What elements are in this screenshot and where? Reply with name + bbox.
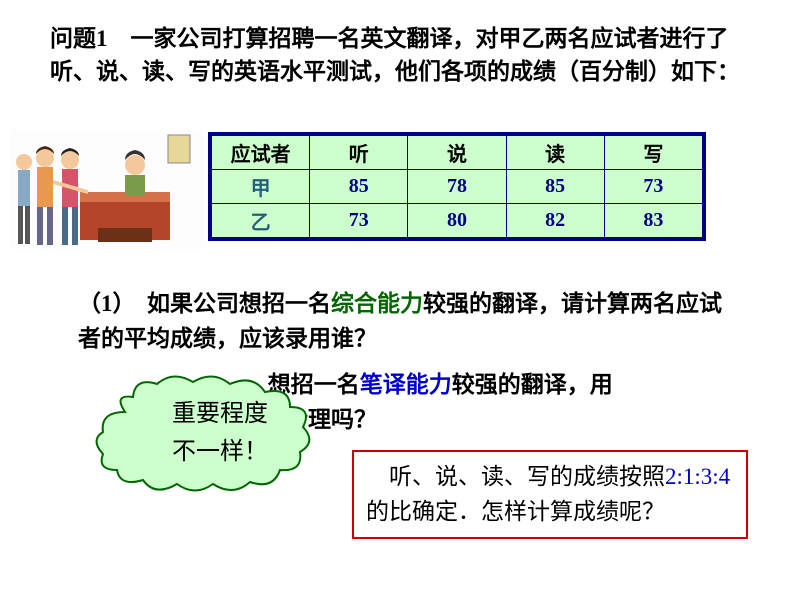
col-read: 读	[506, 136, 604, 170]
table-row: 乙 73 80 82 83	[212, 204, 703, 238]
table-row: 甲 85 78 85 73	[212, 170, 703, 204]
cloud-line2: 不一样！	[172, 439, 268, 465]
question-title: 问题1 一家公司打算招聘一名英文翻译，对甲乙两名应试者进行了听、说、读、写的英语…	[50, 22, 750, 89]
q1-highlight: 综合能力	[331, 291, 423, 316]
q2-suffix: 较强的翻译，用	[452, 372, 613, 397]
interview-illustration	[10, 130, 205, 250]
score-cell: 82	[506, 204, 604, 238]
score-table: 应试者 听 说 读 写 甲 85 78 85 73 乙 73 80 82 83	[208, 132, 706, 241]
sub-question-1: （1） 如果公司想招一名综合能力较强的翻译，请计算两名应试者的平均成绩，应该录用…	[78, 287, 738, 356]
col-applicant: 应试者	[212, 136, 310, 170]
score-cell: 78	[408, 170, 506, 204]
score-cell: 73	[310, 204, 408, 238]
ratio-box: 听、说、读、写的成绩按照2:1:3:4的比确定．怎样计算成绩呢？	[352, 450, 748, 539]
col-write: 写	[604, 136, 702, 170]
score-cell: 85	[310, 170, 408, 204]
score-cell: 83	[604, 204, 702, 238]
col-listen: 听	[310, 136, 408, 170]
col-speak: 说	[408, 136, 506, 170]
score-cell: 73	[604, 170, 702, 204]
score-cell: 85	[506, 170, 604, 204]
score-cell: 80	[408, 204, 506, 238]
cloud-line1: 重要程度	[172, 401, 268, 427]
q2-highlight: 笔译能力	[360, 372, 452, 397]
q1-prefix: （1） 如果公司想招一名	[78, 291, 331, 316]
applicant-name: 乙	[212, 204, 310, 238]
ratio-prefix: 听、说、读、写的成绩按照	[366, 464, 665, 489]
ratio-value: 2:1:3:4	[665, 464, 730, 489]
cloud-text: 重要程度 不一样！	[135, 395, 305, 472]
table-header-row: 应试者 听 说 读 写	[212, 136, 703, 170]
applicant-name: 甲	[212, 170, 310, 204]
ratio-suffix: 的比确定．怎样计算成绩呢？	[366, 499, 665, 524]
